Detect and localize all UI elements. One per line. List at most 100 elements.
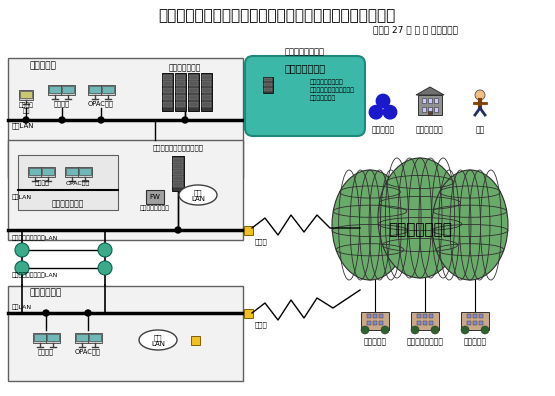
Bar <box>163 102 172 107</box>
Text: 中央図書館: 中央図書館 <box>30 61 57 70</box>
Circle shape <box>376 94 390 108</box>
Bar <box>191 336 200 345</box>
Circle shape <box>475 90 485 100</box>
Bar <box>417 321 421 325</box>
Bar <box>88 85 102 95</box>
Bar <box>20 91 32 98</box>
Bar <box>18 155 118 210</box>
Bar <box>162 73 173 111</box>
Bar <box>176 81 185 86</box>
Bar <box>264 88 272 91</box>
Text: 電子提供サーバ: 電子提供サーバ <box>310 95 336 101</box>
Circle shape <box>175 227 181 233</box>
Bar <box>176 75 185 80</box>
Bar <box>28 167 42 177</box>
Bar <box>202 102 211 107</box>
Bar <box>202 95 211 100</box>
Text: 国会図書館: 国会図書館 <box>364 337 387 346</box>
Text: 中之島図書館: 中之島図書館 <box>30 289 62 297</box>
Bar <box>61 85 75 95</box>
Circle shape <box>369 105 383 119</box>
Bar <box>417 314 421 318</box>
Text: 業務系サーバー: 業務系サーバー <box>169 63 201 72</box>
Bar <box>373 321 377 325</box>
Text: 大学図書館: 大学図書館 <box>463 337 487 346</box>
Bar <box>102 86 114 93</box>
Text: パソコン
端末: パソコン 端末 <box>18 102 33 114</box>
Text: 電子書籍提供サーバ: 電子書籍提供サーバ <box>310 79 344 85</box>
Bar <box>8 286 243 381</box>
Text: 庁内LAN: 庁内LAN <box>12 304 32 310</box>
Polygon shape <box>416 87 444 95</box>
Bar <box>66 168 78 175</box>
Bar <box>422 107 426 112</box>
Text: ビッグデータコレクション: ビッグデータコレクション <box>310 87 355 93</box>
Bar <box>163 88 172 93</box>
Bar <box>467 314 471 318</box>
Bar <box>146 190 164 204</box>
Circle shape <box>98 117 104 123</box>
Text: 複写端末: 複写端末 <box>38 349 54 355</box>
Bar <box>8 58 243 178</box>
Text: 学内LAN: 学内LAN <box>12 194 32 200</box>
Bar <box>79 168 91 175</box>
Bar <box>65 167 79 177</box>
Text: 府民: 府民 <box>476 126 485 135</box>
Bar <box>263 77 273 93</box>
Bar <box>33 333 47 343</box>
Circle shape <box>381 326 389 334</box>
Text: 国際児童文学館: 国際児童文学館 <box>52 200 84 209</box>
Bar <box>176 88 185 93</box>
Text: OPAC端朘: OPAC端朘 <box>75 349 101 355</box>
Ellipse shape <box>139 330 177 350</box>
Bar <box>173 170 183 175</box>
Bar <box>189 81 198 86</box>
Bar <box>361 312 389 330</box>
Bar <box>46 333 60 343</box>
Bar <box>34 334 46 341</box>
Text: 無線: 無線 <box>194 190 202 196</box>
Bar <box>379 314 383 318</box>
Bar <box>49 86 61 93</box>
Text: FW: FW <box>149 194 160 200</box>
Circle shape <box>98 261 112 275</box>
Circle shape <box>182 117 188 123</box>
Bar <box>19 90 33 100</box>
Bar <box>173 158 183 163</box>
Bar <box>411 312 439 330</box>
Bar <box>202 75 211 80</box>
Bar <box>76 334 88 341</box>
Ellipse shape <box>432 170 508 280</box>
Bar <box>461 312 489 330</box>
Bar <box>422 98 426 103</box>
Bar <box>244 226 253 235</box>
Text: 市町村図書館: 市町村図書館 <box>416 126 444 135</box>
Text: クラウドシステム: クラウドシステム <box>285 48 325 57</box>
Bar <box>163 75 172 80</box>
Bar <box>367 314 371 318</box>
Text: ルータ: ルータ <box>255 239 268 245</box>
Bar <box>429 314 433 318</box>
Ellipse shape <box>179 185 217 205</box>
Text: 国立情報学研究所: 国立情報学研究所 <box>406 337 443 346</box>
Bar <box>428 107 432 112</box>
Text: 複写端末: 複写端末 <box>34 180 49 186</box>
Ellipse shape <box>332 170 408 280</box>
Bar <box>173 176 183 181</box>
Text: 府県連絡網: 府県連絡網 <box>371 126 395 135</box>
Bar <box>188 73 199 111</box>
Text: 複写端末: 複写端末 <box>54 101 70 107</box>
Circle shape <box>384 105 397 119</box>
Bar <box>173 182 183 187</box>
Bar <box>78 167 92 177</box>
Bar <box>173 164 183 169</box>
Text: ルータ: ルータ <box>255 322 268 328</box>
Bar <box>423 321 427 325</box>
Circle shape <box>461 326 469 334</box>
Bar <box>41 167 55 177</box>
Bar <box>418 95 442 115</box>
Text: 庁内インターネットLAN: 庁内インターネットLAN <box>12 235 58 241</box>
Bar <box>373 314 377 318</box>
Text: OPAC端朘: OPAC端朘 <box>88 101 114 107</box>
Bar <box>48 85 62 95</box>
